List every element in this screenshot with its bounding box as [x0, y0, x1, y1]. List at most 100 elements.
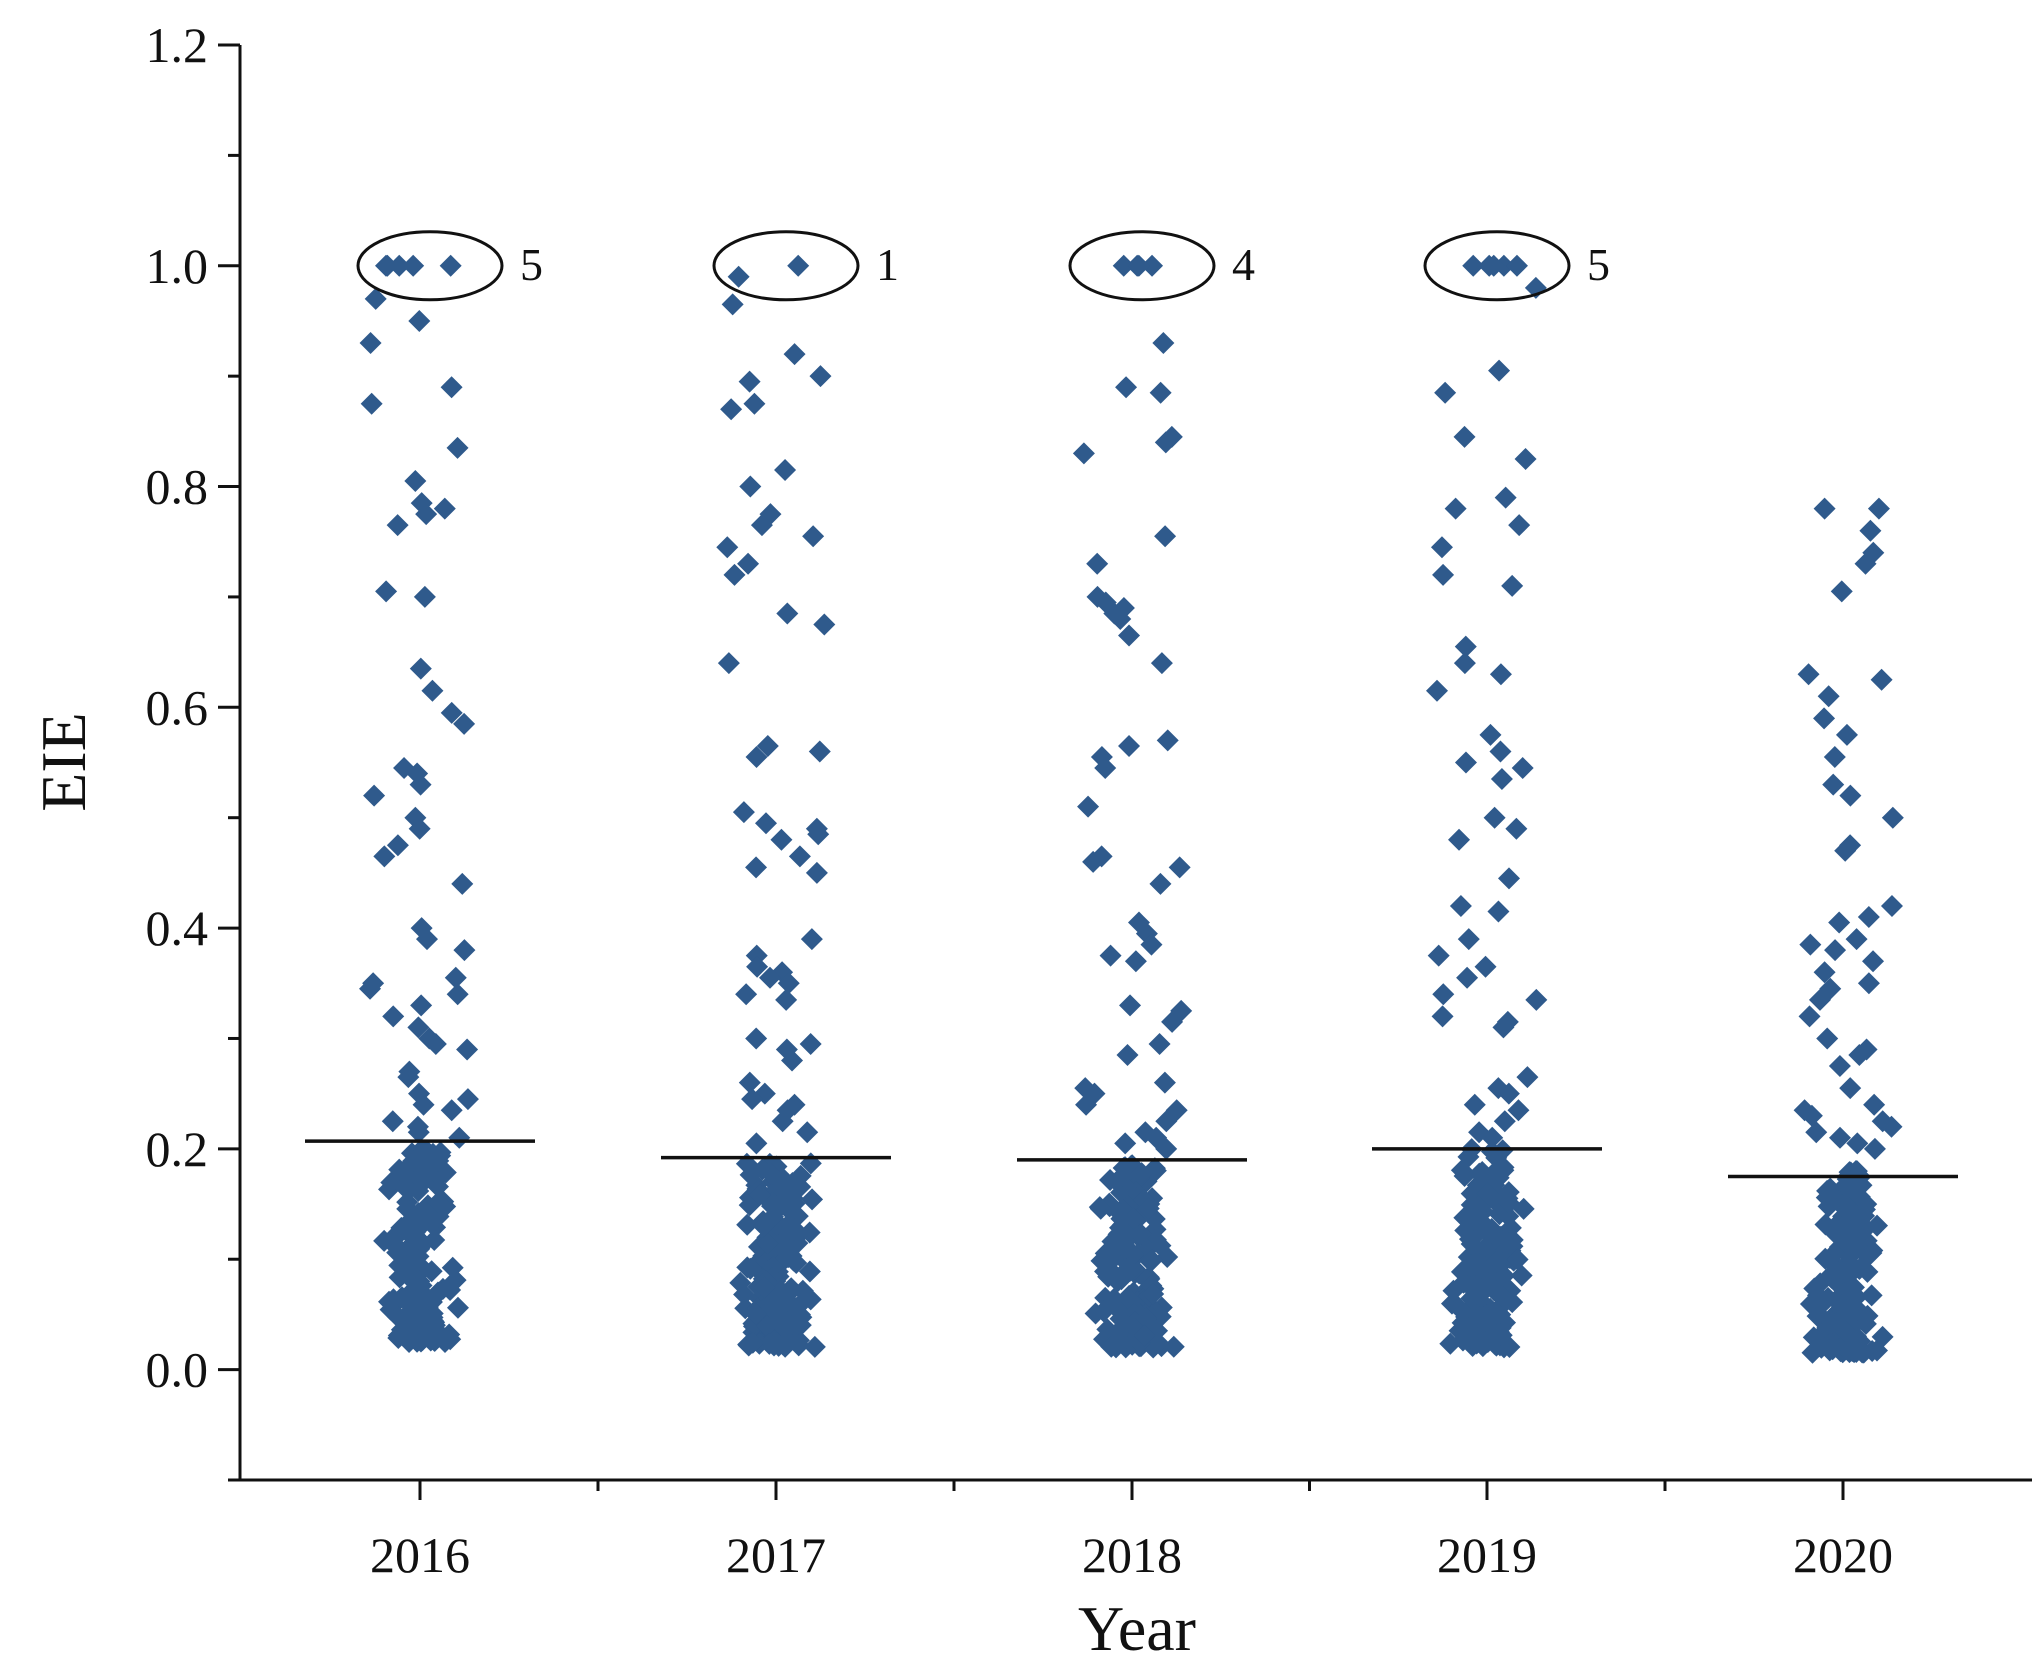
data-point: [739, 1257, 762, 1280]
data-point: [1462, 254, 1485, 277]
data-point: [1867, 497, 1890, 520]
data-point: [745, 856, 768, 879]
data-point: [1808, 988, 1831, 1011]
data-point: [801, 1188, 824, 1211]
data-point: [1124, 950, 1147, 973]
data-point: [1474, 955, 1497, 978]
x-tick-label: 2016: [370, 1527, 470, 1583]
data-point: [1456, 966, 1479, 989]
data-point: [783, 1218, 806, 1241]
data-point: [453, 939, 476, 962]
data-point: [735, 983, 758, 1006]
data-point: [359, 977, 382, 1000]
data-point: [738, 1071, 761, 1094]
data-point: [1154, 525, 1177, 548]
data-point: [777, 972, 800, 995]
data-point: [1077, 795, 1100, 818]
data-point: [1816, 1027, 1839, 1050]
data-point: [1162, 1335, 1185, 1358]
data-point: [1432, 983, 1455, 1006]
data-point: [1860, 1284, 1883, 1307]
data-point: [1835, 723, 1858, 746]
data-point: [1818, 1339, 1841, 1362]
annotation-ellipse: [1068, 230, 1216, 302]
data-point: [1116, 1044, 1139, 1067]
data-point: [1453, 652, 1476, 675]
data-point: [1468, 1208, 1491, 1231]
data-point: [1800, 1104, 1823, 1127]
annotation-count-label: 5: [1587, 239, 1610, 290]
data-point: [394, 1257, 417, 1280]
data-point: [766, 1310, 789, 1333]
data-point: [1830, 580, 1853, 603]
data-point: [397, 1066, 420, 1089]
data-point: [789, 1175, 812, 1198]
data-point: [796, 1121, 819, 1144]
data-point: [716, 536, 739, 559]
data-point: [1839, 784, 1862, 807]
y-tick-label: 0.2: [146, 1121, 209, 1177]
data-point: [1142, 1282, 1165, 1305]
data-point: [1099, 1168, 1122, 1191]
data-point: [1829, 1126, 1852, 1149]
data-point: [759, 966, 782, 989]
data-point: [1525, 988, 1548, 1011]
data-point: [790, 1306, 813, 1329]
data-point: [1099, 944, 1122, 967]
data-point: [775, 988, 798, 1011]
data-point: [1483, 806, 1506, 829]
data-point: [438, 1323, 461, 1346]
data-point: [1816, 1179, 1839, 1202]
data-point: [439, 254, 462, 277]
data-point: [1822, 773, 1845, 796]
data-point: [1817, 685, 1840, 708]
data-point: [1154, 431, 1177, 454]
annotations-layer: 5 1 4 5: [356, 230, 1610, 302]
data-point: [1489, 663, 1512, 686]
data-point: [456, 1038, 479, 1061]
data-point: [1449, 895, 1472, 917]
data-point: [1430, 536, 1453, 559]
data-point: [1828, 1055, 1851, 1078]
data-point: [765, 1194, 788, 1217]
x-tick-label: 2018: [1082, 1527, 1182, 1583]
data-point: [1839, 1337, 1862, 1360]
data-point: [776, 602, 799, 625]
annotation-count-label: 5: [520, 239, 543, 290]
data-point: [807, 823, 830, 846]
y-tick-label: 0.8: [146, 459, 209, 515]
data-point: [780, 1293, 803, 1316]
data-point: [1497, 1205, 1520, 1228]
data-point: [1480, 1221, 1503, 1244]
data-point: [363, 784, 386, 807]
data-point: [1453, 1164, 1476, 1187]
data-point: [1115, 1236, 1138, 1259]
data-point: [403, 1287, 426, 1310]
data-point: [441, 1256, 464, 1279]
data-point: [427, 1191, 450, 1214]
data-point: [1137, 1197, 1160, 1220]
data-point: [780, 1277, 803, 1300]
data-point: [1845, 928, 1868, 951]
data-point: [456, 1088, 479, 1111]
data-point: [802, 525, 825, 548]
data-point: [386, 1241, 409, 1264]
data-point: [803, 1335, 826, 1358]
data-point: [446, 1296, 469, 1319]
data-point: [1846, 1298, 1869, 1321]
data-point: [1880, 895, 1903, 917]
data-point: [1860, 1241, 1883, 1264]
data-point: [770, 828, 793, 851]
data-point: [771, 1110, 794, 1133]
data-point: [1823, 745, 1846, 768]
data-point: [800, 928, 823, 951]
data-point: [415, 928, 438, 951]
y-tick-label: 0.0: [146, 1342, 209, 1398]
data-point: [1830, 1194, 1853, 1217]
data-point: [1152, 332, 1175, 355]
data-point: [388, 254, 411, 277]
data-point: [1486, 1282, 1509, 1305]
data-point: [1094, 1260, 1117, 1283]
data-point: [1497, 1232, 1520, 1255]
